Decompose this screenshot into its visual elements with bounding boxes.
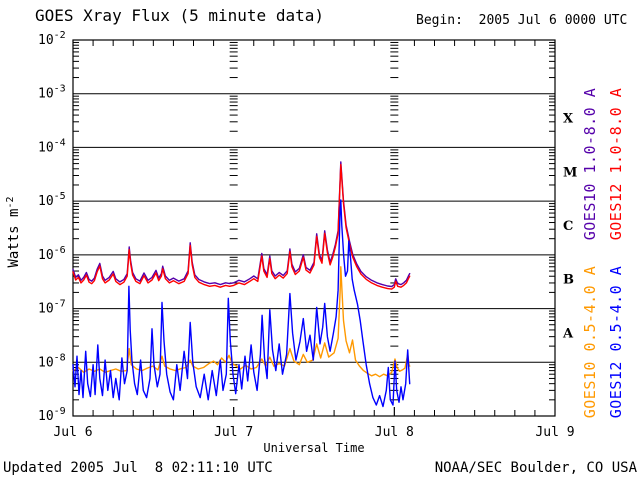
x-tick-labels: Jul 6 Jul 7 Jul 8 Jul 9: [53, 425, 574, 440]
series-line-goes12-1-0-8-0-a: [72, 163, 411, 290]
x-tick-label: Jul 9: [535, 425, 574, 440]
x-tick-label: Jul 7: [214, 425, 253, 440]
series-lines: [72, 161, 411, 408]
y-tick-labels: 10-2 10-3 10-4 10-5 10-6 10-7 10-8 10-9: [38, 30, 66, 424]
x-axis-title: Universal Time: [263, 441, 364, 455]
x-tick-label: Jul 6: [53, 425, 92, 440]
flare-class-letters: X M C B A: [562, 112, 577, 342]
legend-goes10-0-5-4-0-a: GOES10 0.5-4.0 A: [581, 266, 599, 419]
series-legend-labels: GOES10 1.0-8.0 A GOES12 1.0-8.0 A GOES10 0…: [581, 88, 625, 419]
flare-class-m: M: [563, 165, 577, 180]
updated-timestamp: Updated 2005 Jul 8 02:11:10 UTC: [3, 460, 273, 476]
chart-title: GOES Xray Flux (5 minute data): [35, 6, 324, 25]
plot-frame: [72, 39, 556, 417]
flare-class-c: C: [563, 219, 573, 234]
y-tick-label: 10-2: [38, 30, 66, 48]
y-minor-ticks-left: [73, 41, 79, 401]
y-tick-label: 10-3: [38, 84, 66, 102]
y-minor-ticks-right: [549, 41, 555, 401]
x-tick-label: Jul 8: [375, 425, 414, 440]
y-tick-label: 10-6: [38, 245, 66, 263]
legend-goes10-1-0-8-0-a: GOES10 1.0-8.0 A: [581, 88, 599, 241]
y-tick-label: 10-7: [38, 299, 66, 317]
hour-ticks-bottom: [92, 407, 536, 416]
series-line-goes10-1-0-8-0-a: [72, 161, 411, 288]
y-tick-label: 10-5: [38, 191, 66, 209]
y-tick-label: 10-9: [38, 406, 66, 424]
flare-class-b: B: [563, 273, 574, 288]
series-line-goes12-0-5-4-0-a: [72, 199, 411, 408]
hour-ticks-top: [92, 40, 536, 46]
legend-goes12-1-0-8-0-a: GOES12 1.0-8.0 A: [607, 88, 625, 241]
flare-class-a: A: [562, 326, 574, 341]
y-tick-label: 10-4: [38, 137, 66, 155]
begin-time-label: Begin: 2005 Jul 6 0000 UTC: [416, 13, 628, 28]
flare-class-x: X: [563, 112, 574, 127]
y-tick-label: 10-8: [38, 352, 66, 370]
y-axis-title: Watts m-2: [5, 196, 22, 267]
source-attribution: NOAA/SEC Boulder, CO USA: [434, 460, 637, 476]
decade-gridlines: [73, 93, 555, 363]
legend-goes12-0-5-4-0-a: GOES12 0.5-4.0 A: [607, 266, 625, 419]
